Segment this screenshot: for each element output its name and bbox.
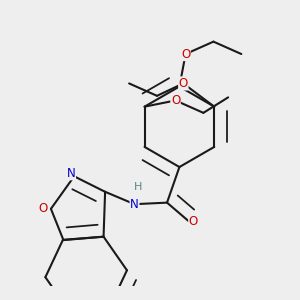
Text: O: O (171, 94, 180, 107)
Text: H: H (134, 182, 142, 192)
Text: N: N (67, 167, 75, 180)
Text: O: O (179, 77, 188, 90)
Text: O: O (39, 202, 48, 215)
Text: N: N (130, 198, 139, 211)
Text: O: O (181, 47, 190, 61)
Text: O: O (189, 215, 198, 228)
